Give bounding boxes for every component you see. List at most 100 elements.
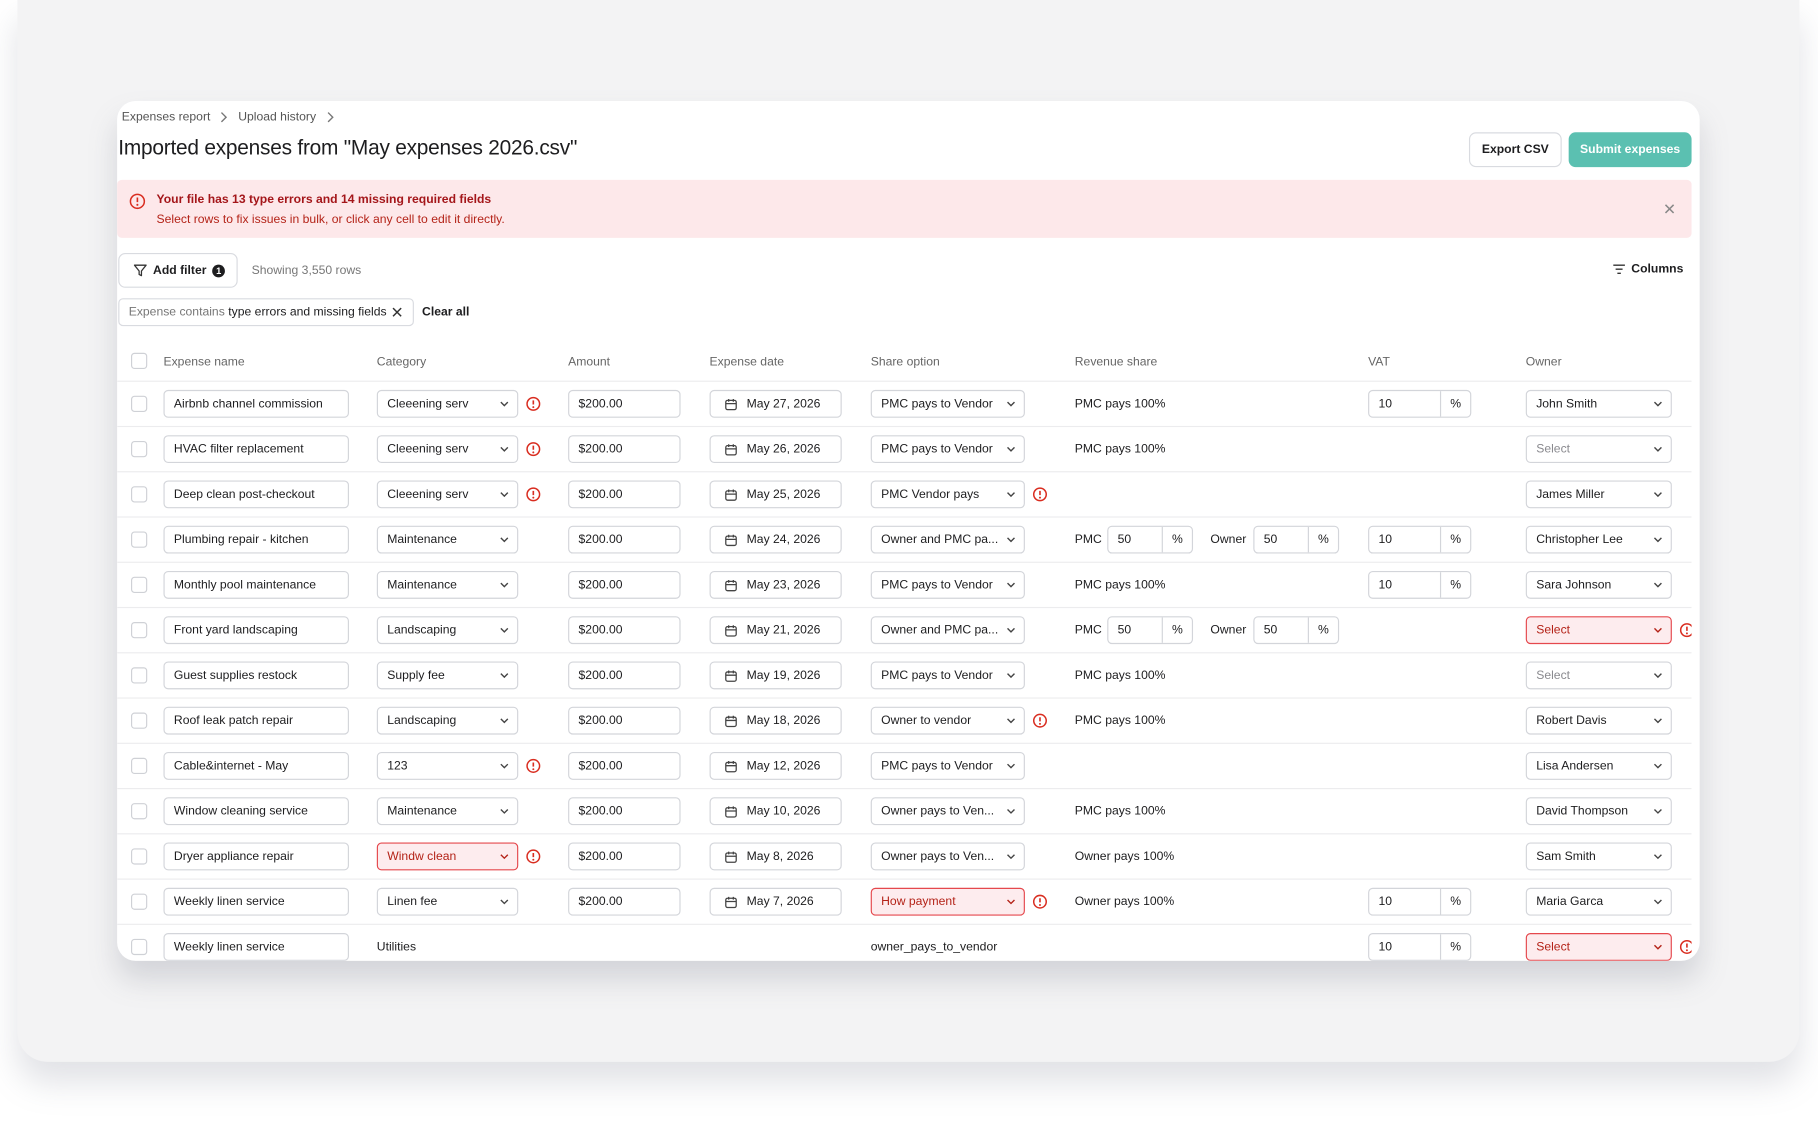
- share-select[interactable]: How payment: [870, 887, 1025, 916]
- amount-input[interactable]: $200.00: [568, 797, 681, 826]
- row-checkbox[interactable]: [131, 667, 148, 684]
- amount-input[interactable]: $200.00: [568, 435, 681, 464]
- owner-select[interactable]: Maria Garca: [1525, 887, 1672, 916]
- share-select[interactable]: PMC pays to Vendor: [870, 570, 1025, 599]
- date-input[interactable]: May 7, 2026: [709, 887, 842, 916]
- category-select[interactable]: Maintenance: [376, 525, 519, 554]
- amount-input[interactable]: $200.00: [568, 525, 681, 554]
- share-select[interactable]: PMC pays to Vendor: [870, 661, 1025, 690]
- row-checkbox[interactable]: [131, 395, 148, 412]
- row-checkbox[interactable]: [131, 803, 148, 820]
- owner-select[interactable]: David Thompson: [1525, 797, 1672, 826]
- date-input[interactable]: May 24, 2026: [709, 525, 842, 554]
- expense-name-input[interactable]: Airbnb channel commission: [163, 389, 349, 418]
- category-select[interactable]: 123: [376, 752, 519, 780]
- date-input[interactable]: May 19, 2026: [709, 661, 842, 690]
- date-input[interactable]: May 8, 2026: [709, 842, 842, 871]
- share-select[interactable]: PMC pays to Vendor: [870, 752, 1025, 780]
- amount-input[interactable]: $200.00: [568, 616, 681, 645]
- category-select[interactable]: Linen fee: [376, 887, 519, 916]
- row-checkbox[interactable]: [131, 757, 148, 775]
- category-select[interactable]: Landscaping: [376, 616, 519, 645]
- pmc-share-input[interactable]: 50%: [1107, 616, 1194, 645]
- amount-input[interactable]: $200.00: [568, 480, 681, 509]
- amount-input[interactable]: $200.00: [568, 661, 681, 690]
- share-select[interactable]: Owner and PMC pa...: [870, 525, 1025, 554]
- date-input[interactable]: May 27, 2026: [709, 389, 842, 418]
- category-select[interactable]: Landscaping: [376, 706, 519, 735]
- add-filter-button[interactable]: Add filter 1: [118, 252, 238, 288]
- breadcrumb[interactable]: Upload history: [238, 110, 317, 125]
- export-button[interactable]: Export CSV: [1468, 132, 1562, 168]
- date-input[interactable]: May 10, 2026: [709, 797, 842, 826]
- share-select[interactable]: PMC pays to Vendor: [870, 389, 1025, 418]
- owner-select[interactable]: Sara Johnson: [1525, 570, 1672, 599]
- expense-name-input[interactable]: Weekly linen service: [163, 887, 349, 916]
- amount-input[interactable]: $200.00: [568, 389, 681, 418]
- amount-input[interactable]: $200.00: [568, 842, 681, 871]
- row-checkbox[interactable]: [131, 486, 148, 503]
- select-all-checkbox[interactable]: [131, 352, 148, 370]
- date-input[interactable]: May 25, 2026: [709, 480, 842, 509]
- columns-button[interactable]: Columns: [1613, 262, 1683, 276]
- share-select[interactable]: Owner and PMC pa...: [870, 616, 1025, 645]
- date-input[interactable]: May 18, 2026: [709, 706, 842, 735]
- vat-input[interactable]: 10%: [1368, 570, 1472, 599]
- expense-name-input[interactable]: Weekly linen service: [163, 933, 349, 961]
- row-checkbox[interactable]: [131, 622, 148, 639]
- breadcrumb[interactable]: Expenses report: [121, 110, 211, 125]
- row-checkbox[interactable]: [131, 938, 148, 956]
- amount-input[interactable]: $200.00: [568, 570, 681, 599]
- category-select[interactable]: Supply fee: [376, 661, 519, 690]
- vat-input[interactable]: 10%: [1368, 389, 1472, 418]
- expense-name-input[interactable]: Cable&internet - May: [163, 752, 349, 780]
- owner-share-input[interactable]: 50%: [1253, 616, 1340, 645]
- pmc-share-input[interactable]: 50%: [1107, 525, 1194, 554]
- date-input[interactable]: May 12, 2026: [709, 752, 842, 780]
- expense-name-input[interactable]: Window cleaning service: [163, 797, 349, 826]
- category-select[interactable]: Maintenance: [376, 570, 519, 599]
- expense-name-input[interactable]: Roof leak patch repair: [163, 706, 349, 735]
- amount-input[interactable]: $200.00: [568, 887, 681, 916]
- amount-input[interactable]: $200.00: [568, 752, 681, 780]
- date-input[interactable]: May 26, 2026: [709, 435, 842, 464]
- category-select[interactable]: Maintenance: [376, 797, 519, 826]
- row-checkbox[interactable]: [131, 893, 148, 910]
- owner-select[interactable]: Select: [1525, 933, 1672, 961]
- owner-select[interactable]: John Smith: [1525, 389, 1672, 418]
- share-select[interactable]: Owner pays to Ven...: [870, 842, 1025, 871]
- expense-name-input[interactable]: Dryer appliance repair: [163, 842, 349, 871]
- row-checkbox[interactable]: [131, 576, 148, 594]
- remove-chip[interactable]: [390, 306, 404, 318]
- close-alert[interactable]: [1664, 203, 1676, 215]
- category-select[interactable]: Cleeening serv: [376, 480, 519, 509]
- expense-name-input[interactable]: Deep clean post-checkout: [163, 480, 349, 509]
- owner-select[interactable]: James Miller: [1525, 480, 1672, 509]
- category-select[interactable]: Windw clean: [376, 842, 519, 871]
- expense-name-input[interactable]: Monthly pool maintenance: [163, 570, 349, 599]
- row-checkbox[interactable]: [131, 440, 148, 458]
- share-select[interactable]: Owner pays to Ven...: [870, 797, 1025, 826]
- date-input[interactable]: May 21, 2026: [709, 616, 842, 645]
- amount-input[interactable]: $200.00: [568, 706, 681, 735]
- share-select[interactable]: PMC pays to Vendor: [870, 435, 1025, 464]
- expense-name-input[interactable]: Plumbing repair - kitchen: [163, 525, 349, 554]
- submit-button[interactable]: Submit expenses: [1568, 132, 1692, 168]
- vat-input[interactable]: 10%: [1368, 887, 1472, 916]
- owner-select[interactable]: Select: [1525, 435, 1672, 464]
- row-checkbox[interactable]: [131, 848, 148, 865]
- owner-select[interactable]: Select: [1525, 616, 1672, 645]
- vat-input[interactable]: 10%: [1368, 933, 1472, 961]
- share-select[interactable]: Owner to vendor: [870, 706, 1025, 735]
- category-select[interactable]: Cleeening serv: [376, 389, 519, 418]
- row-checkbox[interactable]: [131, 531, 148, 548]
- owner-select[interactable]: Sam Smith: [1525, 842, 1672, 871]
- owner-select[interactable]: Lisa Andersen: [1525, 752, 1672, 780]
- expense-name-input[interactable]: HVAC filter replacement: [163, 435, 349, 464]
- share-select[interactable]: PMC Vendor pays: [870, 480, 1025, 509]
- expense-name-input[interactable]: Front yard landscaping: [163, 616, 349, 645]
- category-select[interactable]: Cleeening serv: [376, 435, 519, 464]
- owner-share-input[interactable]: 50%: [1253, 525, 1340, 554]
- owner-select[interactable]: Robert Davis: [1525, 706, 1672, 735]
- date-input[interactable]: May 23, 2026: [709, 570, 842, 599]
